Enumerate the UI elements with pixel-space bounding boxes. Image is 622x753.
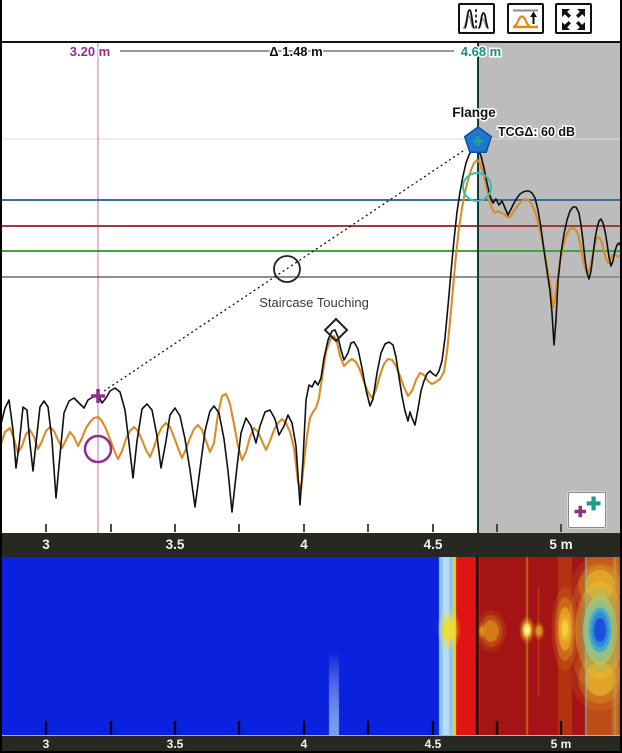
bscan-x-axis: 3 3.5 4 4.5 5 m [2,735,620,751]
toolbar-separator [2,41,620,43]
left-cursor-label: 3.20 m [70,44,110,59]
x-axis-label: 5 m [549,537,573,552]
bscan-colormap[interactable] [2,557,620,735]
x-axis-label: 3.5 [165,537,185,552]
cursor-markers-button[interactable]: ✚ ✚ [568,492,606,528]
x-axis-label: 3 [42,537,50,552]
toolbar [2,0,620,41]
x-axis-label: 3 [42,737,50,751]
gain-adjust-button[interactable] [507,3,544,34]
link-circle-marker[interactable] [273,255,301,283]
flange-cross-icon [473,136,483,146]
delta-label: Δ 1.48 m [269,44,322,59]
x-axis-label: 4 [300,737,308,751]
right-cursor-label: 4.68 m [461,44,501,59]
maximize-button[interactable] [555,3,592,34]
purple-circle-marker[interactable] [83,434,113,464]
x-axis-label: 5 m [550,737,572,751]
maximize-arrows-icon [562,8,585,30]
ascan-plot[interactable]: 3.20 m Δ 1.48 m 4.68 m Staircase Touching Fl… [2,43,620,533]
flange-label: Flange [452,105,496,120]
purple-cross-marker[interactable] [91,389,105,403]
tcg-delta-label: TCGΔ: 60 dB [498,125,575,139]
x-axis-label: 4.5 [423,537,443,552]
x-axis-label: 4 [300,537,308,552]
reference-ascan-trace [2,158,620,492]
ascan-peaks-icon [462,8,490,30]
staircase-label: Staircase Touching [259,295,369,310]
ascan-view-button[interactable] [458,3,495,34]
live-ascan-trace [2,147,620,513]
staircase-diamond-marker[interactable] [323,317,349,343]
feature-link-dotted-line [103,148,467,392]
x-axis-label: 4.5 [424,737,442,751]
ascan-x-axis: 3 3.5 4 4.5 5 m [2,533,620,557]
x-axis-label: 3.5 [166,737,184,751]
teal-circle-marker[interactable] [462,172,492,202]
gain-peak-arrow-icon [513,9,538,28]
teal-plus-icon: ✚ [586,494,602,514]
purple-plus-icon: ✚ [574,504,587,521]
